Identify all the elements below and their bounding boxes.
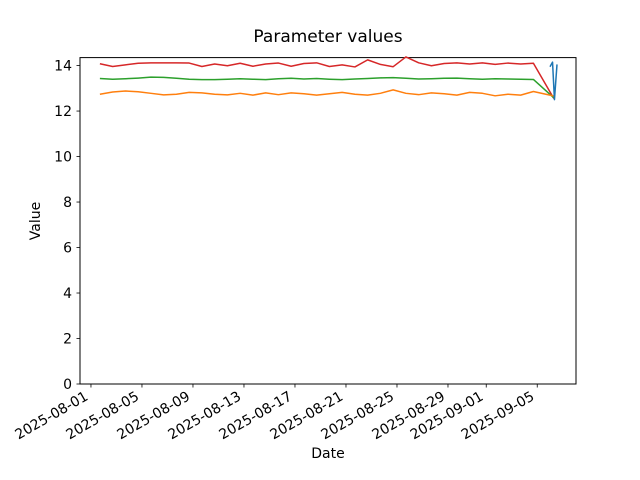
x-axis-label: Date bbox=[311, 446, 345, 462]
axes-frame bbox=[79, 57, 577, 385]
chart-title: Parameter values bbox=[253, 27, 403, 47]
y-tick-label: 14 bbox=[54, 59, 72, 75]
y-tick-label: 12 bbox=[54, 104, 72, 120]
red-series-line bbox=[99, 56, 555, 99]
y-tick-label: 8 bbox=[63, 195, 72, 211]
y-tick-label: 6 bbox=[63, 241, 72, 257]
y-tick-label: 2 bbox=[63, 332, 72, 348]
blue-series-line bbox=[549, 61, 558, 101]
green-series-line bbox=[99, 76, 555, 99]
y-tick-label: 4 bbox=[63, 286, 72, 302]
y-tick-label: 0 bbox=[63, 377, 72, 393]
y-tick-label: 10 bbox=[54, 150, 72, 166]
orange-series-line bbox=[99, 89, 554, 97]
